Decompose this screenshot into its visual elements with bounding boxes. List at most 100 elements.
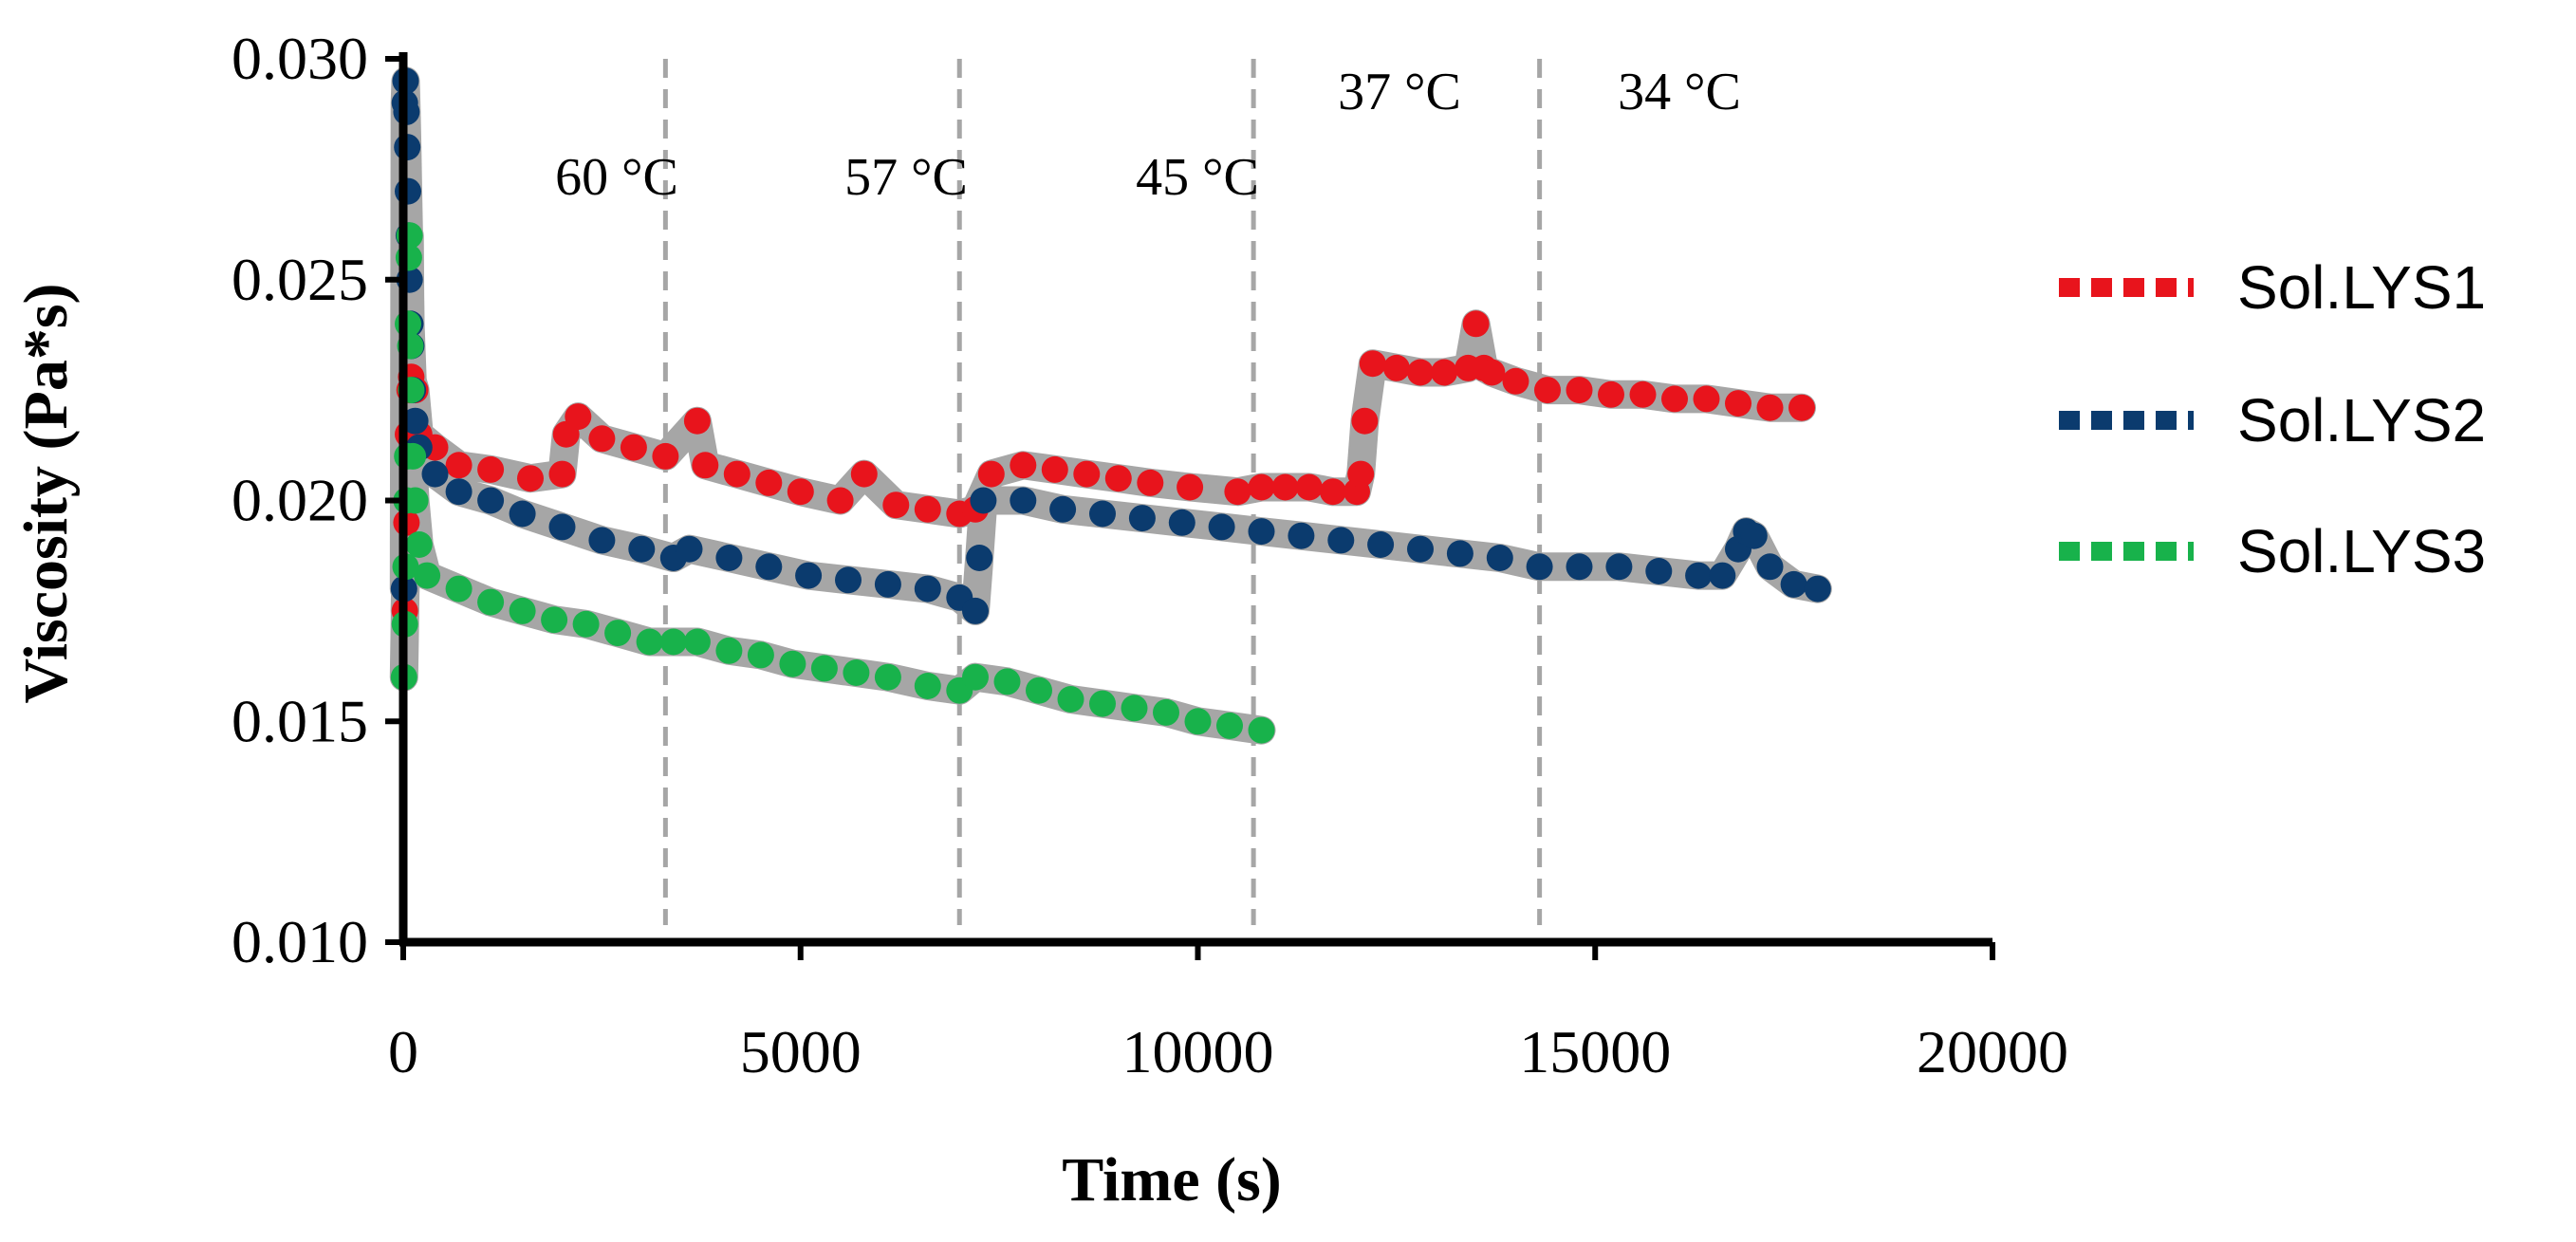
data-point-s3-34 [1026, 677, 1052, 704]
y-tick-label-3: 0.020 [232, 467, 368, 534]
data-point-s2-20 [628, 535, 656, 563]
data-point-s3-20 [604, 620, 632, 647]
data-point-s2-34 [1049, 495, 1077, 523]
legend-label-1: Sol.LYS1 [2237, 253, 2486, 322]
data-point-s2-35 [1089, 500, 1116, 528]
data-point-s1-54 [1566, 377, 1593, 404]
data-point-s3-30 [914, 673, 941, 699]
data-point-s2-38 [1208, 513, 1235, 541]
data-point-s2-54 [1740, 522, 1768, 549]
data-point-s3-24 [715, 637, 743, 664]
data-point-s1-42 [1347, 460, 1375, 488]
temperature-labels: 60 °C 57 °C 45 °C 37 °C 34 °C [555, 63, 1741, 207]
data-point-s1-17 [652, 442, 679, 470]
x-tick-label-5: 20000 [1917, 1018, 2068, 1085]
data-point-s2-32 [970, 487, 997, 514]
data-point-s1-15 [588, 425, 616, 453]
x-tick-label-3: 10000 [1122, 1018, 1274, 1085]
data-point-s1-18 [683, 407, 711, 435]
data-point-s2-6 [395, 177, 421, 205]
data-point-s3-35 [1057, 686, 1084, 713]
data-point-s2-47 [1566, 553, 1593, 581]
data-point-s2-30 [962, 597, 989, 624]
data-point-s2-41 [1327, 527, 1355, 554]
data-point-s3-29 [874, 663, 901, 691]
data-point-s3-40 [1216, 712, 1243, 739]
data-point-s1-40 [1319, 478, 1346, 506]
data-point-s3-19 [572, 610, 600, 638]
y-axis-title: Viscosity (Pa*s) [11, 284, 81, 704]
data-point-s2-26 [835, 566, 862, 594]
data-point-s3-23 [683, 628, 711, 656]
data-point-s2-18 [548, 513, 576, 541]
data-point-s3-41 [1248, 716, 1275, 744]
temperature-label-4: 37 °C [1338, 63, 1461, 121]
data-point-s2-24 [755, 553, 783, 581]
y-tick-label-1: 0.010 [232, 908, 368, 975]
data-point-s1-51 [1478, 359, 1506, 386]
data-point-s3-26 [779, 650, 806, 677]
data-point-s2-44 [1446, 540, 1473, 567]
data-point-s1-11 [517, 465, 544, 492]
data-point-s3-28 [843, 659, 870, 686]
data-point-s1-53 [1534, 377, 1561, 404]
data-point-s1-32 [1073, 460, 1101, 488]
x-tick-label-1: 0 [388, 1018, 418, 1085]
data-point-s2-16 [477, 487, 505, 514]
data-point-s2-12 [401, 407, 429, 435]
data-point-s1-46 [1407, 359, 1434, 386]
data-point-s1-56 [1629, 380, 1657, 408]
data-point-s1-58 [1693, 385, 1720, 413]
data-point-s1-29 [977, 460, 1005, 488]
x-axis-title: Time (s) [1062, 1145, 1282, 1214]
data-point-s2-43 [1407, 535, 1434, 563]
data-point-s1-9 [445, 452, 473, 479]
data-point-s1-16 [620, 434, 647, 461]
y-tick-label-4: 0.025 [232, 246, 368, 313]
data-point-s1-22 [787, 478, 814, 506]
data-point-s1-52 [1502, 367, 1529, 395]
data-point-s2-25 [795, 562, 823, 589]
data-point-s3-21 [636, 628, 663, 656]
data-point-s1-44 [1359, 350, 1386, 378]
data-point-s2-36 [1128, 505, 1156, 532]
data-point-s2-51 [1709, 562, 1736, 589]
data-point-s3-13 [405, 531, 433, 558]
data-point-s3-27 [810, 655, 838, 682]
legend-label-2: Sol.LYS2 [2237, 386, 2486, 454]
temperature-label-2: 57 °C [844, 148, 968, 207]
legend: Sol.LYS1 Sol.LYS2 Sol.LYS3 [2059, 253, 2486, 585]
data-point-s1-10 [477, 455, 505, 483]
data-point-s1-60 [1756, 394, 1784, 421]
data-point-s1-43 [1351, 407, 1379, 435]
data-point-s2-27 [874, 570, 901, 598]
x-tick-label-2: 5000 [740, 1018, 862, 1085]
data-point-s2-22 [676, 535, 703, 563]
y-tick-label-5: 0.030 [232, 25, 368, 92]
x-tick-label-4: 15000 [1519, 1018, 1671, 1085]
data-point-s1-33 [1104, 465, 1132, 492]
data-point-s3-39 [1184, 708, 1212, 735]
data-point-s1-39 [1295, 473, 1323, 501]
data-point-s1-30 [1010, 452, 1037, 479]
data-point-s1-23 [826, 487, 854, 514]
data-point-s3-12 [401, 487, 429, 514]
data-point-s3-33 [993, 668, 1021, 695]
data-point-s1-19 [692, 452, 719, 479]
y-tick-label-2: 0.015 [232, 687, 368, 754]
data-point-s2-50 [1685, 562, 1713, 589]
data-point-s2-19 [588, 527, 616, 554]
data-point-s1-59 [1725, 390, 1751, 417]
data-point-s1-26 [914, 495, 941, 523]
data-point-s2-48 [1605, 553, 1633, 581]
data-point-s3-17 [509, 597, 536, 624]
data-point-s3-14 [414, 562, 441, 589]
data-point-s1-35 [1177, 473, 1204, 501]
data-point-s2-28 [914, 575, 941, 602]
data-point-s2-42 [1367, 531, 1395, 558]
data-point-s2-56 [1780, 570, 1807, 598]
data-point-s1-55 [1598, 380, 1624, 408]
data-point-s2-55 [1756, 553, 1784, 581]
data-point-s1-21 [755, 469, 783, 496]
